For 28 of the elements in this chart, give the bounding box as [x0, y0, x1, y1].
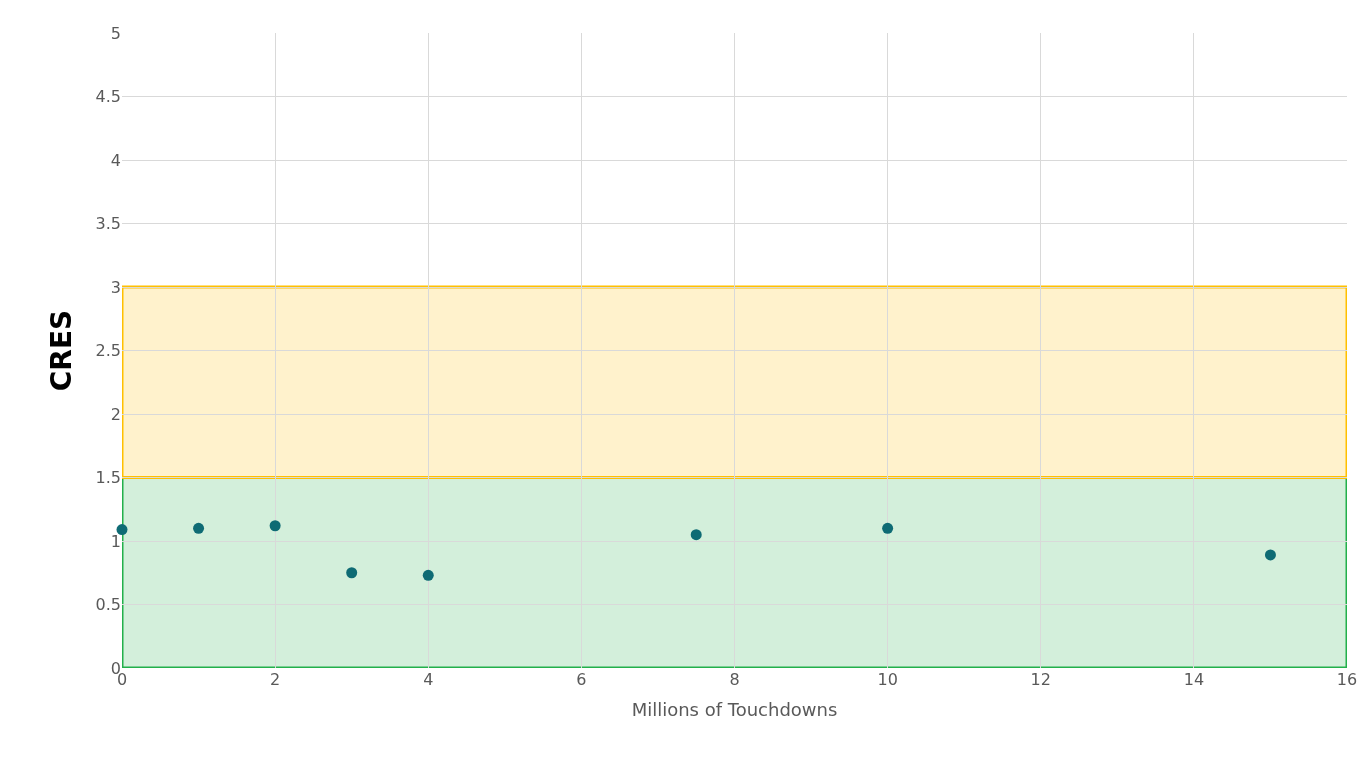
point: [346, 567, 358, 579]
point: [1264, 549, 1276, 561]
x-tick-label: 2: [270, 670, 281, 689]
y-tick-label: 1.5: [95, 468, 121, 488]
point: [690, 529, 702, 541]
y-tick-label: 3: [110, 277, 121, 297]
y-tick-label: 2.5: [95, 341, 121, 361]
x-tick-label: 4: [423, 670, 434, 689]
point: [193, 522, 205, 534]
y-tick-label: 4.5: [95, 87, 121, 107]
x-tick-label: 16: [1336, 670, 1358, 689]
x-axis-title: Millions of Touchdowns: [631, 699, 838, 721]
y-tick-label: 4: [110, 150, 121, 170]
y-tick-label: 5: [110, 23, 121, 43]
y-tick-label: 2: [110, 404, 121, 424]
y-tick-label: 1: [110, 531, 121, 551]
y-tick-label: 0.5: [95, 595, 121, 615]
x-tick-label: 14: [1183, 670, 1205, 689]
point: [269, 520, 281, 532]
y-axis-title: CRES: [45, 309, 79, 392]
x-tick-label: 10: [877, 670, 898, 689]
y-tick-label: 3.5: [95, 214, 121, 234]
point: [882, 522, 894, 534]
x-tick-label: 6: [576, 670, 587, 689]
point: [116, 524, 128, 536]
x-tick-label: 8: [729, 670, 740, 689]
x-tick-label: 12: [1030, 670, 1051, 689]
point: [422, 569, 434, 581]
